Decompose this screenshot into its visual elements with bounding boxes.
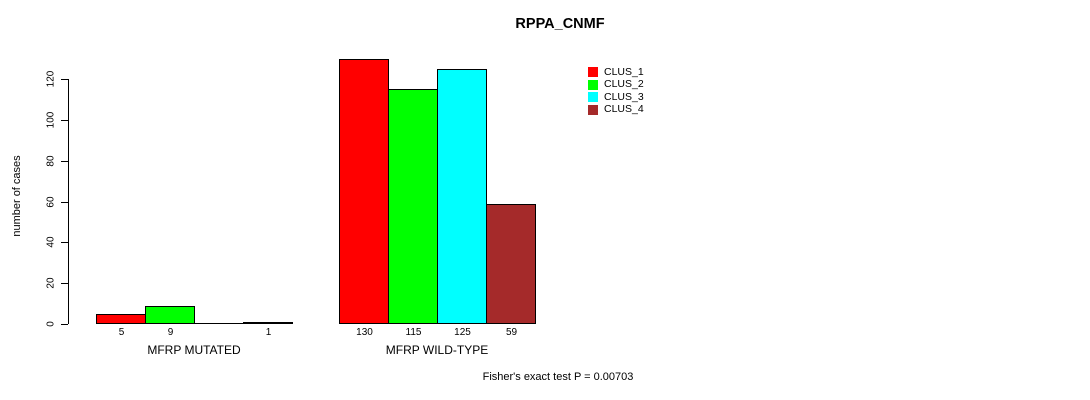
bar-value-label: 5	[118, 327, 125, 338]
bar-value-label: 115	[405, 327, 422, 338]
legend-clus-3-swatch	[588, 92, 598, 102]
bar-clus-3-mfrp-wild-type	[437, 69, 487, 324]
legend-clus-2-label: CLUS_2	[604, 78, 644, 90]
legend-clus-3-label: CLUS_3	[604, 90, 644, 103]
y-axis-tick	[61, 324, 68, 325]
legend-clus-1-label: CLUS_1	[604, 65, 644, 78]
bar-clus-4-mfrp-wild-type	[486, 204, 536, 324]
y-axis-tick	[61, 161, 68, 162]
bar-clus-2-mfrp-mutated	[145, 306, 195, 324]
category-label: MFRP MUTATED	[147, 343, 241, 357]
y-axis-tick	[61, 79, 68, 80]
category-label: MFRP WILD-TYPE	[385, 343, 489, 357]
y-axis-tick	[61, 242, 68, 243]
bar-value-label: 59	[505, 327, 518, 338]
y-axis-line	[68, 79, 69, 324]
bar-value-label: 9	[167, 327, 174, 338]
bar-value-label: 1	[265, 327, 272, 338]
legend-clus-2-swatch	[588, 79, 598, 90]
chart-title: RPPA_CNMF	[515, 16, 605, 32]
legend-clus-4-label: CLUS_4	[604, 103, 644, 115]
bar-clus-4-mfrp-mutated	[243, 322, 293, 324]
y-axis-tick	[61, 120, 68, 121]
bar-value-label: 125	[454, 327, 471, 338]
bar-value-label: 130	[356, 327, 373, 338]
bar-clus-3-mfrp-mutated	[194, 323, 244, 324]
fisher-test-annotation: Fisher's exact test P = 0.00703	[482, 371, 634, 383]
legend-clus-4-swatch	[588, 104, 598, 115]
y-axis-tick	[61, 283, 68, 284]
legend-clus-1-swatch	[588, 67, 598, 77]
y-axis-tick	[61, 202, 68, 203]
bar-clus-1-mfrp-wild-type	[339, 59, 389, 324]
